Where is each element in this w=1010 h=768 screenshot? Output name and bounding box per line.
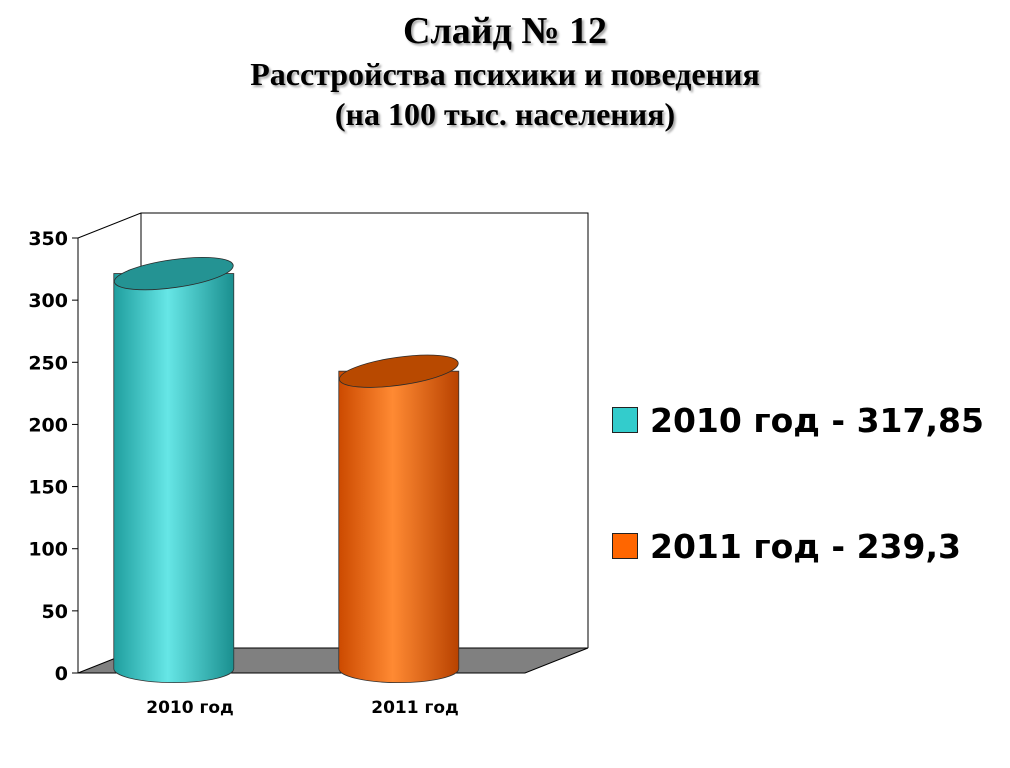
chart-bars <box>113 256 460 684</box>
legend-label-2011: 2011 год - 239,3 <box>650 526 961 566</box>
y-axis-ticks: 0 50 100 150 200 250 300 350 <box>28 228 78 685</box>
y-tick-label: 250 <box>28 352 68 374</box>
legend-swatch-2011 <box>612 533 638 559</box>
slide-header: Слайд № 12 Расстройства психики и поведе… <box>0 8 1010 134</box>
y-tick-label: 50 <box>42 601 68 623</box>
legend-swatch-2010 <box>612 407 638 433</box>
legend: 2010 год - 317,85 2011 год - 239,3 <box>612 395 1002 647</box>
bar-top-shade <box>114 257 234 290</box>
legend-label-2010: 2010 год - 317,85 <box>650 400 984 440</box>
slide-title: Слайд № 12 <box>402 10 608 52</box>
legend-item-2010: 2010 год - 317,85 <box>612 395 1002 445</box>
x-axis-categories: 2010 год 2011 год <box>146 698 459 718</box>
bar-top-shade <box>339 355 459 388</box>
slide-subtitle-units: (на 100 тыс. населения) <box>334 96 676 132</box>
y-tick-label: 100 <box>28 539 68 561</box>
y-tick-label: 200 <box>28 414 68 436</box>
y-tick-label: 350 <box>28 228 68 250</box>
y-tick-label: 300 <box>28 290 68 312</box>
legend-item-2011: 2011 год - 239,3 <box>612 521 1002 571</box>
y-tick-label: 0 <box>55 663 68 685</box>
y-tick-label: 150 <box>28 477 68 499</box>
bar-0 <box>113 256 235 684</box>
bar-body <box>113 273 235 684</box>
slide-subtitle: Расстройства психики и поведения <box>250 56 760 92</box>
bar-1 <box>338 354 460 684</box>
x-category-label: 2011 год <box>371 698 459 718</box>
bar-body <box>338 370 460 684</box>
bar-top <box>113 256 234 291</box>
bar-top <box>338 354 459 388</box>
x-category-label: 2010 год <box>146 698 234 718</box>
